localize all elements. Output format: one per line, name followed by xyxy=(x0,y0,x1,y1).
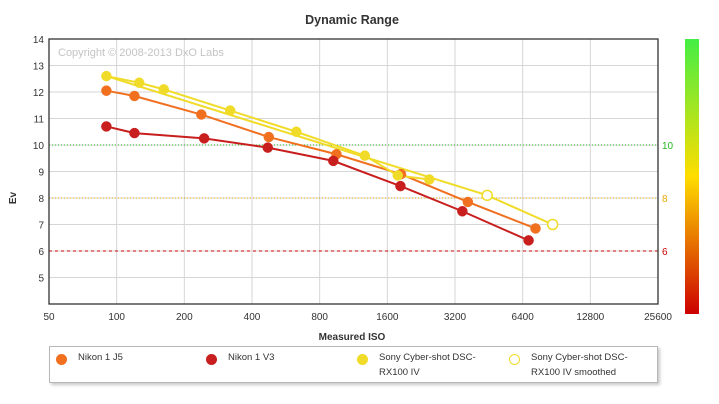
y-tick-label: 7 xyxy=(38,221,44,232)
data-point-sony-cyber-shot-dsc-rx100-iv[interactable] xyxy=(133,77,145,88)
x-tick-label: 50 xyxy=(43,312,55,323)
data-point-nikon-1-j5[interactable] xyxy=(462,196,474,208)
data-point-nikon-1-v3[interactable] xyxy=(198,133,210,144)
reference-label-10: 10 xyxy=(662,141,674,152)
data-point-nikon-1-v3[interactable] xyxy=(457,206,468,217)
data-point-nikon-1-v3[interactable] xyxy=(101,121,112,132)
y-axis-ticks: 5 6 7 8 9 10 11 12 13 14 xyxy=(33,35,45,285)
data-point-nikon-1-v3[interactable] xyxy=(328,155,339,167)
x-axis-label: Measured ISO xyxy=(319,332,386,343)
reference-label-6: 6 xyxy=(662,247,668,258)
data-point-nikon-1-v3[interactable] xyxy=(395,180,406,192)
x-tick-label: 3200 xyxy=(444,312,467,323)
reference-label-8: 8 xyxy=(662,194,668,205)
x-tick-label: 800 xyxy=(311,312,328,323)
dynamic-range-color-scale xyxy=(685,39,699,314)
data-point-nikon-1-j5[interactable] xyxy=(129,90,140,102)
data-point-nikon-1-j5[interactable] xyxy=(196,109,207,120)
legend-marker-nikon-v3 xyxy=(206,354,217,365)
data-point-nikon-1-v3[interactable] xyxy=(129,127,140,139)
x-tick-label: 6400 xyxy=(512,312,535,323)
chart-title: Dynamic Range xyxy=(305,13,399,27)
series-line-sony-cyber-shot-dsc-rx100-iv-smoothed xyxy=(106,75,554,226)
x-tick-label: 1600 xyxy=(376,312,399,323)
legend-marker-sony-rx100-iv-smoothed xyxy=(509,354,520,365)
y-tick-label: 14 xyxy=(33,35,45,46)
data-point-nikon-1-j5[interactable] xyxy=(101,85,112,96)
legend-label-nikon-j5: Nikon 1 J5 xyxy=(78,352,123,363)
y-tick-label: 5 xyxy=(38,274,44,285)
series-layer xyxy=(101,70,559,246)
data-point-sony-cyber-shot-dsc-rx100-iv-smoothed[interactable] xyxy=(546,218,559,231)
series-line-nikon-1-j5 xyxy=(106,89,536,230)
copyright-watermark: Copyright © 2008-2013 DxO Labs xyxy=(58,47,224,59)
legend-marker-nikon-j5 xyxy=(56,354,67,365)
data-point-sony-cyber-shot-dsc-rx100-iv[interactable] xyxy=(359,150,371,161)
y-tick-label: 9 xyxy=(38,168,44,179)
y-tick-label: 6 xyxy=(38,247,44,258)
chart-legend: Nikon 1 J5 Nikon 1 V3 Sony Cyber-shot DS… xyxy=(49,346,658,383)
x-tick-label: 200 xyxy=(176,312,193,323)
y-axis-label: Ev xyxy=(8,191,19,204)
series-line-nikon-1-v3 xyxy=(106,125,529,242)
x-tick-label: 100 xyxy=(108,312,125,323)
data-point-sony-cyber-shot-dsc-rx100-iv[interactable] xyxy=(392,170,403,181)
data-point-nikon-1-v3[interactable] xyxy=(523,235,534,246)
data-point-sony-cyber-shot-dsc-rx100-iv[interactable] xyxy=(291,126,302,137)
plot-frame xyxy=(48,38,659,305)
data-point-sony-cyber-shot-dsc-rx100-iv[interactable] xyxy=(424,174,435,185)
legend-label-nikon-v3: Nikon 1 V3 xyxy=(228,352,275,363)
y-tick-label: 11 xyxy=(34,115,45,126)
y-tick-label: 8 xyxy=(38,194,44,205)
data-point-sony-cyber-shot-dsc-rx100-iv[interactable] xyxy=(158,84,170,95)
data-point-nikon-1-v3[interactable] xyxy=(262,142,273,153)
data-point-nikon-1-j5[interactable] xyxy=(263,131,275,143)
x-tick-label: 25600 xyxy=(644,312,672,323)
data-point-sony-cyber-shot-dsc-rx100-iv[interactable] xyxy=(101,70,112,82)
y-tick-label: 10 xyxy=(33,141,45,152)
x-tick-label: 400 xyxy=(244,312,261,323)
reference-lines: 10 8 6 xyxy=(49,141,674,258)
legend-label-sony-rx100-iv: Sony Cyber-shot DSC-RX100 IV xyxy=(379,352,476,378)
legend-marker-sony-rx100-iv xyxy=(357,354,368,365)
y-tick-label: 13 xyxy=(33,62,45,73)
x-tick-label: 12800 xyxy=(576,312,604,323)
legend-label-sony-rx100-iv-smoothed: Sony Cyber-shot DSC-RX100 IV smoothed xyxy=(531,352,628,378)
data-point-sony-cyber-shot-dsc-rx100-iv-smoothed[interactable] xyxy=(481,189,493,202)
x-axis-ticks: 50 100 200 400 800 1600 3200 6400 12800 25600 xyxy=(43,312,672,323)
y-tick-label: 12 xyxy=(33,88,45,99)
data-point-sony-cyber-shot-dsc-rx100-iv[interactable] xyxy=(224,105,236,116)
data-point-nikon-1-j5[interactable] xyxy=(530,223,541,234)
